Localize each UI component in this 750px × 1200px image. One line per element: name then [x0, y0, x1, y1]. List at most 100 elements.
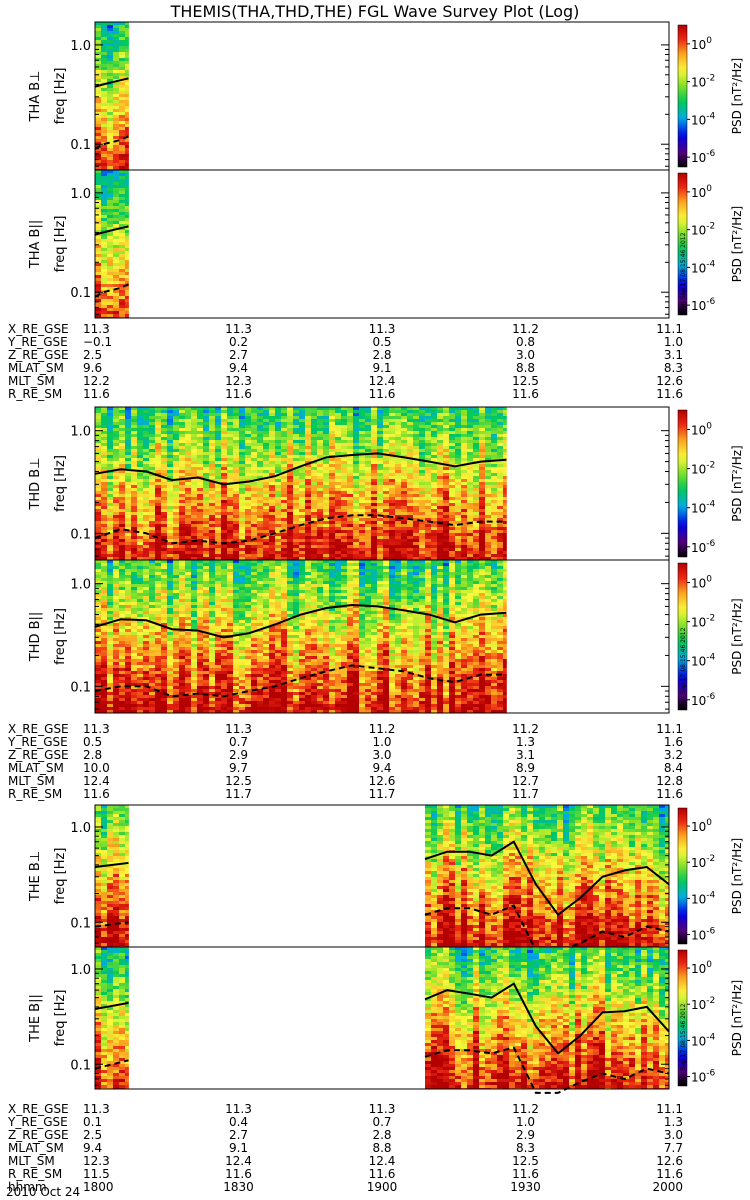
spectrogram-cell	[269, 413, 276, 417]
spectrogram-cell	[443, 440, 450, 444]
spectrogram-cell	[161, 683, 168, 687]
spectrogram-cell	[413, 476, 420, 480]
spectrogram-cell	[143, 485, 150, 489]
spectrogram-cell	[125, 476, 132, 480]
spectrogram-cell	[491, 416, 498, 420]
spectrogram-cell	[275, 407, 282, 411]
spectrogram-cell	[293, 410, 300, 414]
spectrogram-cell	[119, 136, 126, 140]
spectrogram-cell	[101, 22, 108, 26]
spectrogram-cell	[215, 461, 222, 465]
spectrogram-cell	[149, 584, 156, 588]
spectrogram-cell	[479, 434, 486, 438]
spectrogram-cell	[101, 668, 108, 672]
spectrogram-cell	[413, 533, 420, 537]
spectrogram-cell	[227, 503, 234, 507]
spectrogram-cell	[401, 533, 408, 537]
spectrogram-cell	[137, 584, 144, 588]
spectrogram-cell	[173, 419, 180, 423]
spectrogram-cell	[185, 485, 192, 489]
spectrogram-cell	[191, 416, 198, 420]
spectrogram-cell	[395, 557, 402, 561]
spectrogram-cell	[407, 467, 414, 471]
spectrogram-cell	[143, 437, 150, 441]
spectrogram-cell	[155, 449, 162, 453]
spectrogram-cell	[503, 413, 507, 417]
spectrogram-cell	[107, 182, 114, 186]
spectrogram-cell	[317, 428, 324, 432]
spectrogram-cell	[245, 512, 252, 516]
spectrogram-cell	[131, 548, 138, 552]
spectrogram-cell	[359, 551, 366, 555]
spectrogram-cell	[113, 112, 120, 116]
spectrogram-cell	[365, 506, 372, 510]
spectrogram-cell	[107, 302, 114, 306]
spectrogram-cell	[101, 287, 108, 291]
spectrogram-cell	[113, 632, 120, 636]
spectrogram-cell	[395, 533, 402, 537]
spectrogram-cell	[353, 518, 360, 522]
spectrogram-cell	[185, 494, 192, 498]
spectrogram-cell	[305, 533, 312, 537]
spectrogram-cell	[377, 479, 384, 483]
spectrogram-cell	[335, 473, 342, 477]
spectrogram-cell	[149, 413, 156, 417]
spectrogram-cell	[119, 497, 126, 501]
spectrogram-cell	[389, 425, 396, 429]
spectrogram-cell	[287, 470, 294, 474]
spectrogram-cell	[173, 461, 180, 465]
spectrogram-cell	[311, 458, 318, 462]
spectrogram-cell	[257, 437, 264, 441]
spectrogram-cell	[203, 410, 210, 414]
spectrogram-cell	[125, 644, 132, 648]
spectrogram-cell	[95, 455, 102, 459]
spectrogram-cell	[95, 629, 102, 633]
spectrogram-cell	[359, 533, 366, 537]
spectrogram-cell	[143, 458, 150, 462]
spectrogram-cell	[125, 413, 132, 417]
spectrogram-cell	[347, 449, 354, 453]
spectrogram-cell	[125, 239, 129, 243]
spectrogram-cell	[161, 455, 168, 459]
spectrogram-cell	[119, 533, 126, 537]
spectrogram-cell	[173, 527, 180, 531]
spectrogram-cell	[233, 506, 240, 510]
spectrogram-cell	[395, 554, 402, 558]
spectrogram-cell	[245, 518, 252, 522]
spectrogram-cell	[305, 527, 312, 531]
spectrogram-cell	[287, 446, 294, 450]
spectrogram-cell	[113, 203, 120, 207]
spectrogram-cell	[101, 659, 108, 663]
spectrogram-cell	[413, 518, 420, 522]
spectrogram-cell	[173, 515, 180, 519]
spectrogram-cell	[401, 515, 408, 519]
spectrogram-cell	[317, 485, 324, 489]
spectrogram-cell	[323, 485, 330, 489]
spectrogram-cell	[431, 500, 438, 504]
spectrogram-cell	[281, 419, 288, 423]
spectrogram-cell	[293, 551, 300, 555]
spectrogram-cell	[131, 407, 138, 411]
spectrogram-cell	[125, 224, 129, 228]
spectrogram-cell	[371, 473, 378, 477]
spectrogram-cell	[365, 527, 372, 531]
spectrogram-cell	[119, 620, 126, 624]
spectrogram-cell	[479, 449, 486, 453]
spectrogram-cell	[497, 524, 504, 528]
spectrogram-cell	[143, 629, 150, 633]
spectrogram-cell	[113, 629, 120, 633]
spectrogram-cell	[365, 461, 372, 465]
spectrogram-cell	[491, 461, 498, 465]
spectrogram-cell	[395, 542, 402, 546]
spectrogram-cell	[323, 431, 330, 435]
spectrogram-cell	[455, 485, 462, 489]
spectrogram-cell	[101, 185, 108, 189]
spectrogram-cell	[389, 506, 396, 510]
spectrogram-cell	[449, 482, 456, 486]
spectrogram-cell	[173, 662, 180, 666]
spectrogram-cell	[281, 536, 288, 540]
spectrogram-cell	[341, 476, 348, 480]
spectrogram-cell	[107, 647, 114, 651]
spectrogram-cell	[287, 506, 294, 510]
spectrogram-cell	[335, 506, 342, 510]
